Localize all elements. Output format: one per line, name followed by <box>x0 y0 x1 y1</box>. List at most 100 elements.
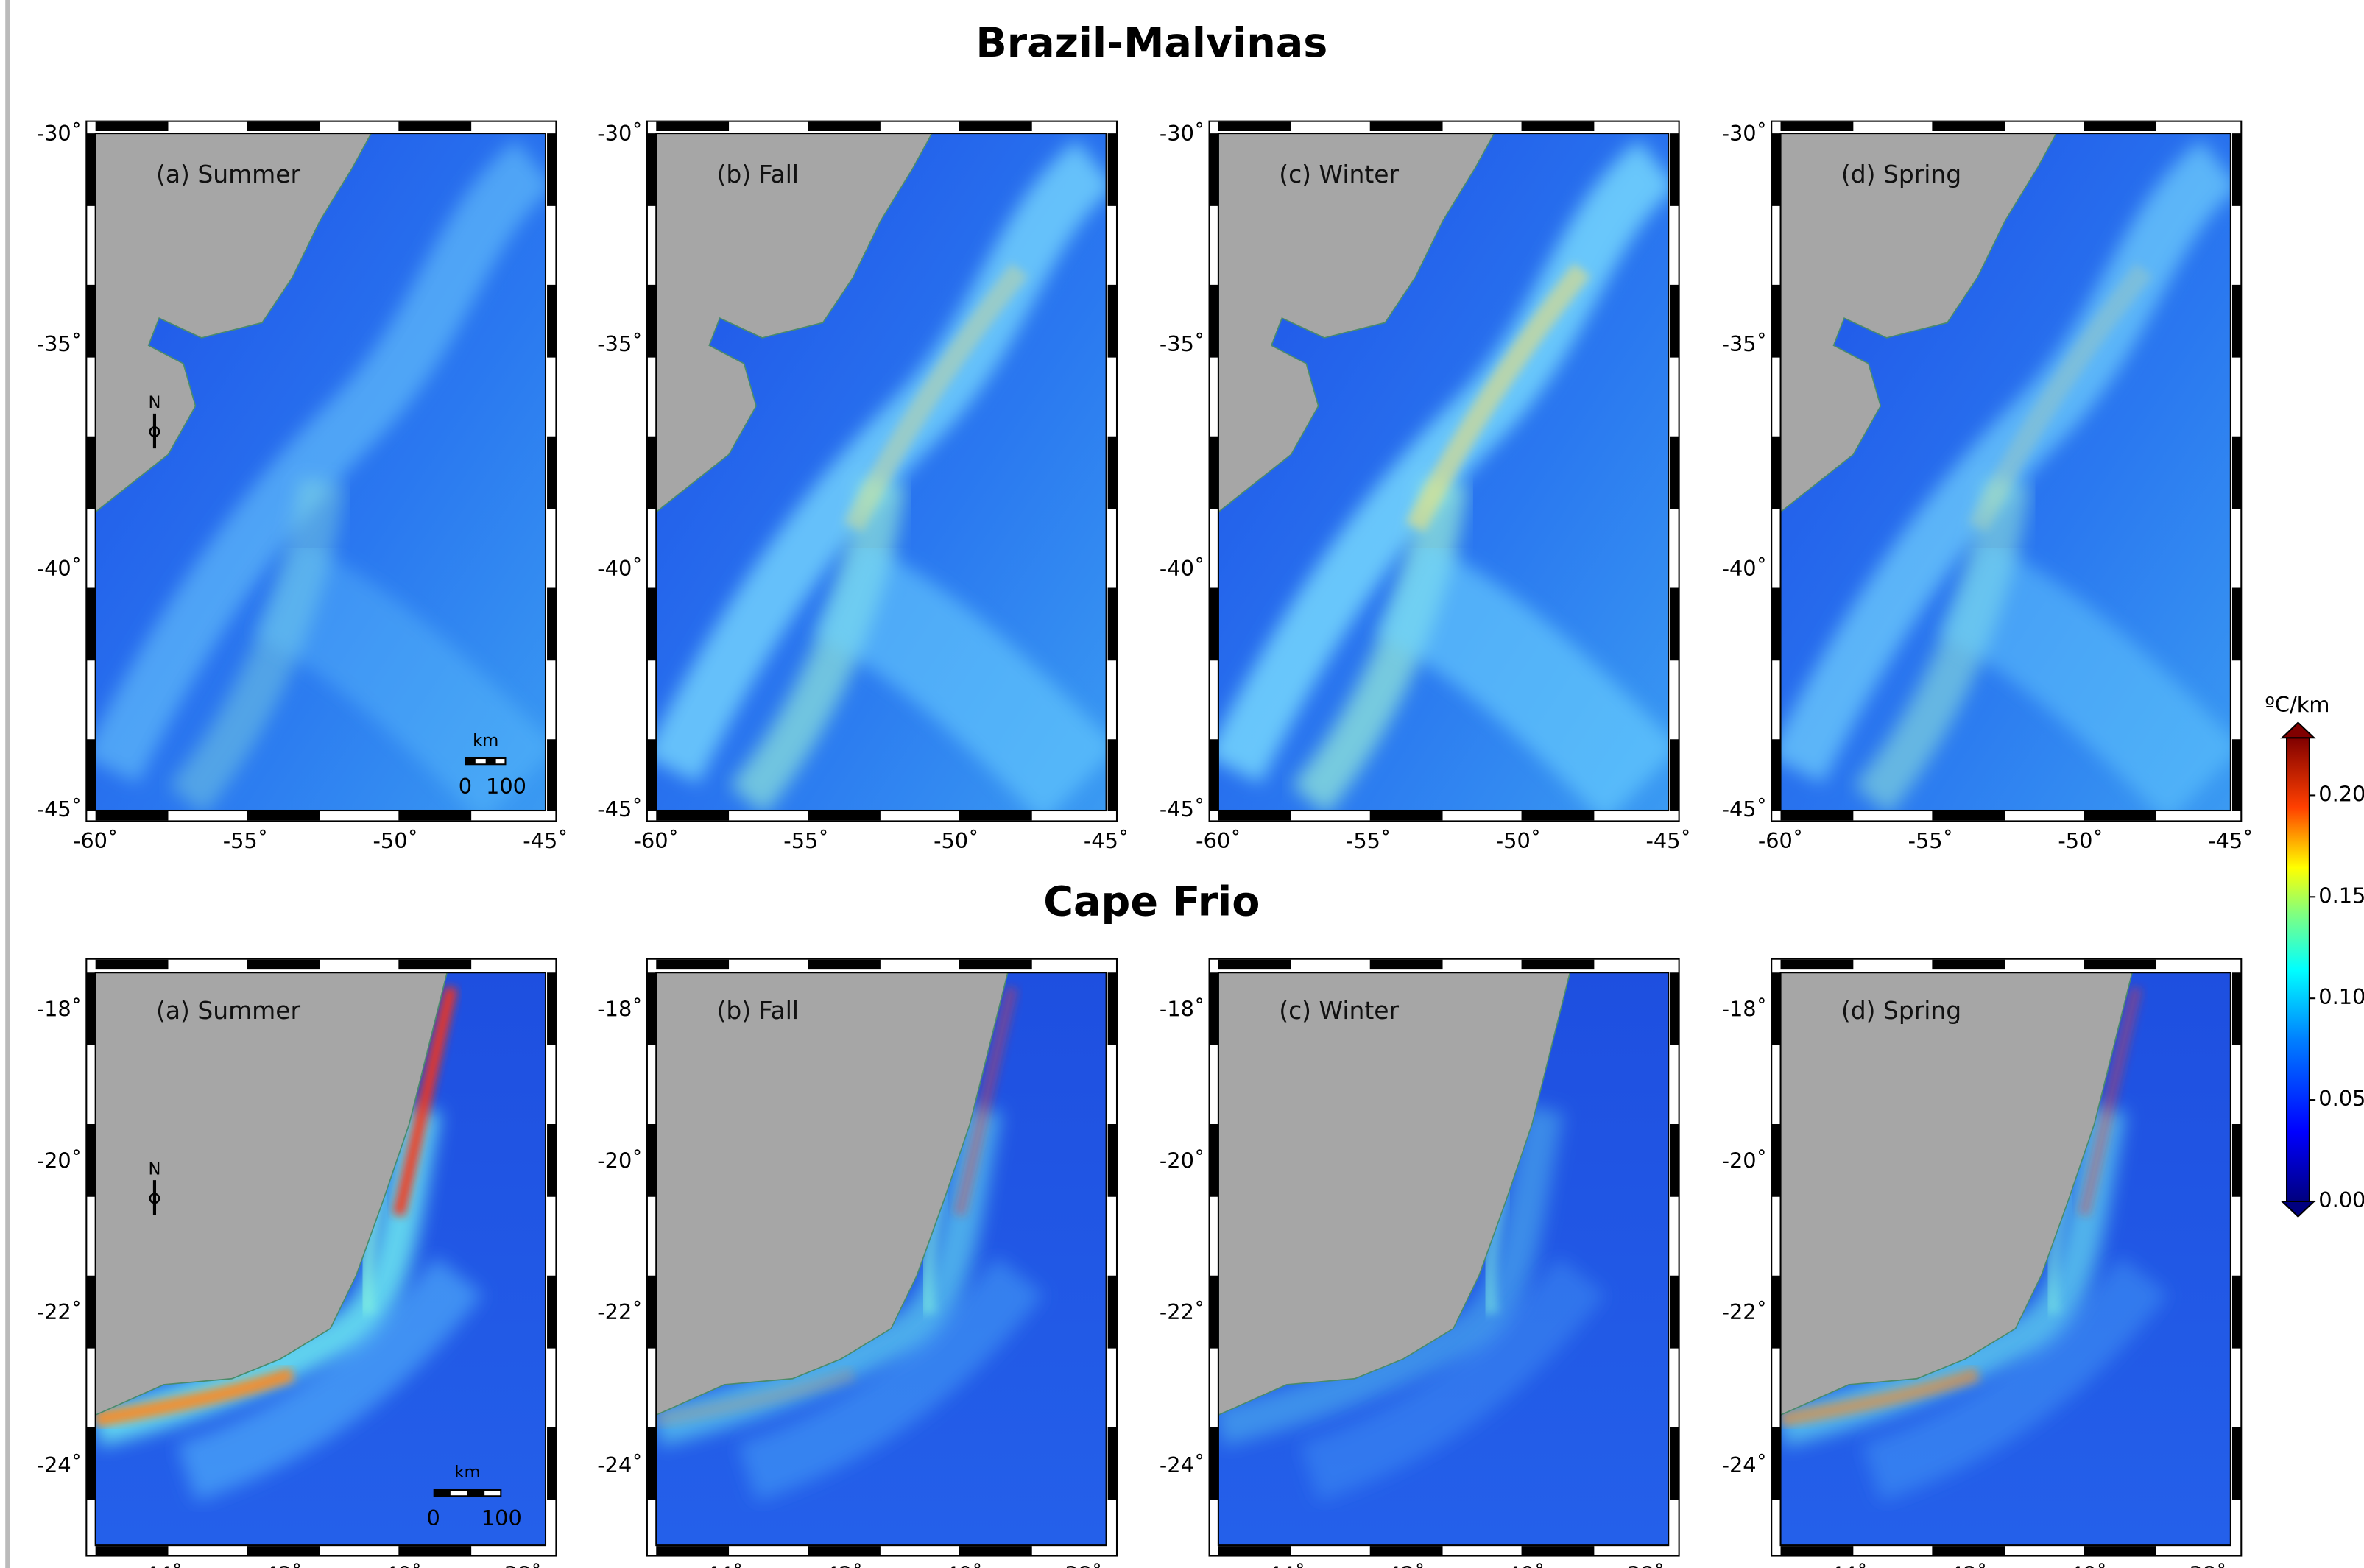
panel-label: (b) Fall <box>717 160 799 188</box>
lon-tick-label: 40˚ <box>384 1561 422 1568</box>
lat-tick-label: -22˚ <box>1722 1299 1767 1324</box>
section-title: Cape Frio <box>1043 878 1260 926</box>
colorbar-arrow <box>2282 723 2314 738</box>
lon-tick-label: -50˚ <box>373 828 418 853</box>
lat-tick-label: -35˚ <box>1722 331 1767 356</box>
panel-label: (d) Spring <box>1841 996 1961 1025</box>
map-panel <box>1218 972 1668 1545</box>
map-content <box>1781 972 2231 1545</box>
lon-tick-label: -45˚ <box>2208 828 2253 853</box>
lat-tick-label: -45˚ <box>37 797 82 822</box>
colorbar-tick-label: 0.15 <box>2318 883 2364 908</box>
section-title: Brazil-Malvinas <box>975 19 1327 67</box>
lat-tick-label: -18˚ <box>1160 997 1204 1022</box>
figure: Brazil-Malvinas (a) Summer -30˚ -35˚ -40˚ -45… <box>0 0 2364 1568</box>
map-content <box>1781 133 2231 811</box>
lat-tick-label: -22˚ <box>597 1299 642 1324</box>
lat-tick-label: -18˚ <box>1722 997 1767 1022</box>
panel-label: (a) Summer <box>156 160 301 188</box>
lat-tick-label: -35˚ <box>597 331 642 356</box>
colorbar-tick-label: 0.00 <box>2318 1187 2364 1212</box>
map-content <box>1218 972 1668 1545</box>
lat-tick-label: -40˚ <box>1722 556 1767 581</box>
lat-tick-label: -40˚ <box>37 556 82 581</box>
map-content <box>656 133 1106 811</box>
lon-tick-label: 38˚ <box>1065 1561 1102 1568</box>
lat-tick-label: -45˚ <box>597 797 642 822</box>
lat-tick-label: -35˚ <box>37 331 82 356</box>
map-content <box>656 972 1106 1545</box>
scale-unit: km <box>454 1463 480 1482</box>
map-content <box>96 133 546 811</box>
lon-tick-label: 44˚ <box>145 1561 183 1568</box>
colorbar <box>2287 738 2310 1201</box>
lon-tick-label: 44˚ <box>1268 1561 1305 1568</box>
lat-tick-label: -24˚ <box>1722 1452 1767 1477</box>
lat-tick-label: -45˚ <box>1160 797 1204 822</box>
lat-tick-label: -30˚ <box>597 121 642 146</box>
lon-tick-label: -45˚ <box>1646 828 1691 853</box>
lon-tick-label: -55˚ <box>1346 828 1391 853</box>
scale-label: 0 <box>427 1505 440 1530</box>
colorbar-tick-label: 0.05 <box>2318 1086 2364 1111</box>
map-content <box>1218 133 1668 811</box>
lat-tick-label: -22˚ <box>37 1299 82 1324</box>
lon-tick-label: 40˚ <box>1507 1561 1545 1568</box>
lat-tick-label: -20˚ <box>1160 1148 1204 1173</box>
lat-tick-label: -24˚ <box>597 1452 642 1477</box>
scale-bar-seg <box>476 759 486 763</box>
colorbar-tick-label: 0.10 <box>2318 984 2364 1009</box>
scale-label: 100 <box>486 774 526 799</box>
map-content <box>96 972 546 1545</box>
map-panel <box>1781 133 2231 811</box>
scale-bar-seg <box>484 1491 500 1495</box>
map-panel <box>96 972 546 1545</box>
map-panel <box>1781 972 2231 1545</box>
lon-tick-label: -60˚ <box>1196 828 1241 853</box>
scale-bar-seg <box>496 759 505 763</box>
lon-tick-label: -60˚ <box>1758 828 1803 853</box>
scale-unit: km <box>473 731 498 750</box>
lon-tick-label: 42˚ <box>264 1561 302 1568</box>
map-panel <box>1218 133 1668 811</box>
lon-tick-label: -50˚ <box>2058 828 2103 853</box>
lon-tick-label: -45˚ <box>1084 828 1129 853</box>
lon-tick-label: 38˚ <box>504 1561 542 1568</box>
lon-tick-label: -55˚ <box>223 828 268 853</box>
lon-tick-label: -55˚ <box>783 828 828 853</box>
lat-tick-label: -24˚ <box>37 1452 82 1477</box>
lat-tick-label: -20˚ <box>37 1148 82 1173</box>
lon-tick-label: 44˚ <box>705 1561 743 1568</box>
map-panel <box>656 133 1106 811</box>
lat-tick-label: -20˚ <box>597 1148 642 1173</box>
panel-label: (b) Fall <box>717 996 799 1025</box>
compass-label: N <box>148 1159 160 1179</box>
lat-tick-label: -30˚ <box>37 121 82 146</box>
lon-tick-label: -50˚ <box>934 828 978 853</box>
panel-label: (a) Summer <box>156 996 301 1025</box>
lat-tick-label: -30˚ <box>1722 121 1767 146</box>
compass-label: N <box>148 393 160 412</box>
lat-tick-label: -45˚ <box>1722 797 1767 822</box>
lat-tick-label: -20˚ <box>1722 1148 1767 1173</box>
panel-label: (c) Winter <box>1279 160 1399 188</box>
lon-tick-label: -60˚ <box>73 828 118 853</box>
lat-tick-label: -22˚ <box>1160 1299 1204 1324</box>
lat-tick-label: -40˚ <box>597 556 642 581</box>
panel-label: (c) Winter <box>1279 996 1399 1025</box>
scale-label: 0 <box>459 774 472 799</box>
lon-tick-label: -45˚ <box>523 828 568 853</box>
lat-tick-label: -40˚ <box>1160 556 1204 581</box>
scale-bar-seg <box>451 1491 467 1495</box>
lon-tick-label: 44˚ <box>1830 1561 1868 1568</box>
lat-tick-label: -18˚ <box>37 997 82 1022</box>
lon-tick-label: 42˚ <box>825 1561 863 1568</box>
lon-tick-label: 42˚ <box>1388 1561 1425 1568</box>
lon-tick-label: -55˚ <box>1908 828 1953 853</box>
lon-tick-label: 38˚ <box>1627 1561 1665 1568</box>
lat-tick-label: -18˚ <box>597 997 642 1022</box>
panel-label: (d) Spring <box>1841 160 1961 188</box>
colorbar-unit: ºC/km <box>2265 692 2329 717</box>
lon-tick-label: 42˚ <box>1950 1561 1987 1568</box>
lat-tick-label: -35˚ <box>1160 331 1204 356</box>
